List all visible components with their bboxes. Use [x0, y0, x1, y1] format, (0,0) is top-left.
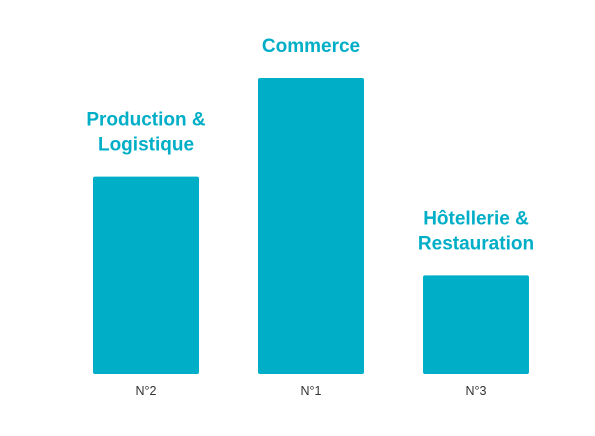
bar-label-3-line-1: Hôtellerie & — [423, 208, 529, 229]
bar-1 — [93, 176, 199, 374]
bar-label-2-line-1: Commerce — [262, 36, 360, 57]
tick-label-3: N°3 — [466, 384, 487, 398]
tick-label-1: N°2 — [136, 384, 157, 398]
tick-label-2: N°1 — [301, 384, 322, 398]
bar-label-1-line-1: Production & — [86, 110, 206, 131]
bar-2 — [258, 78, 364, 374]
bar-label-3-line-2: Restauration — [418, 233, 534, 254]
bar-label-1-line-2: Logistique — [98, 135, 194, 156]
bar-3 — [423, 275, 529, 374]
